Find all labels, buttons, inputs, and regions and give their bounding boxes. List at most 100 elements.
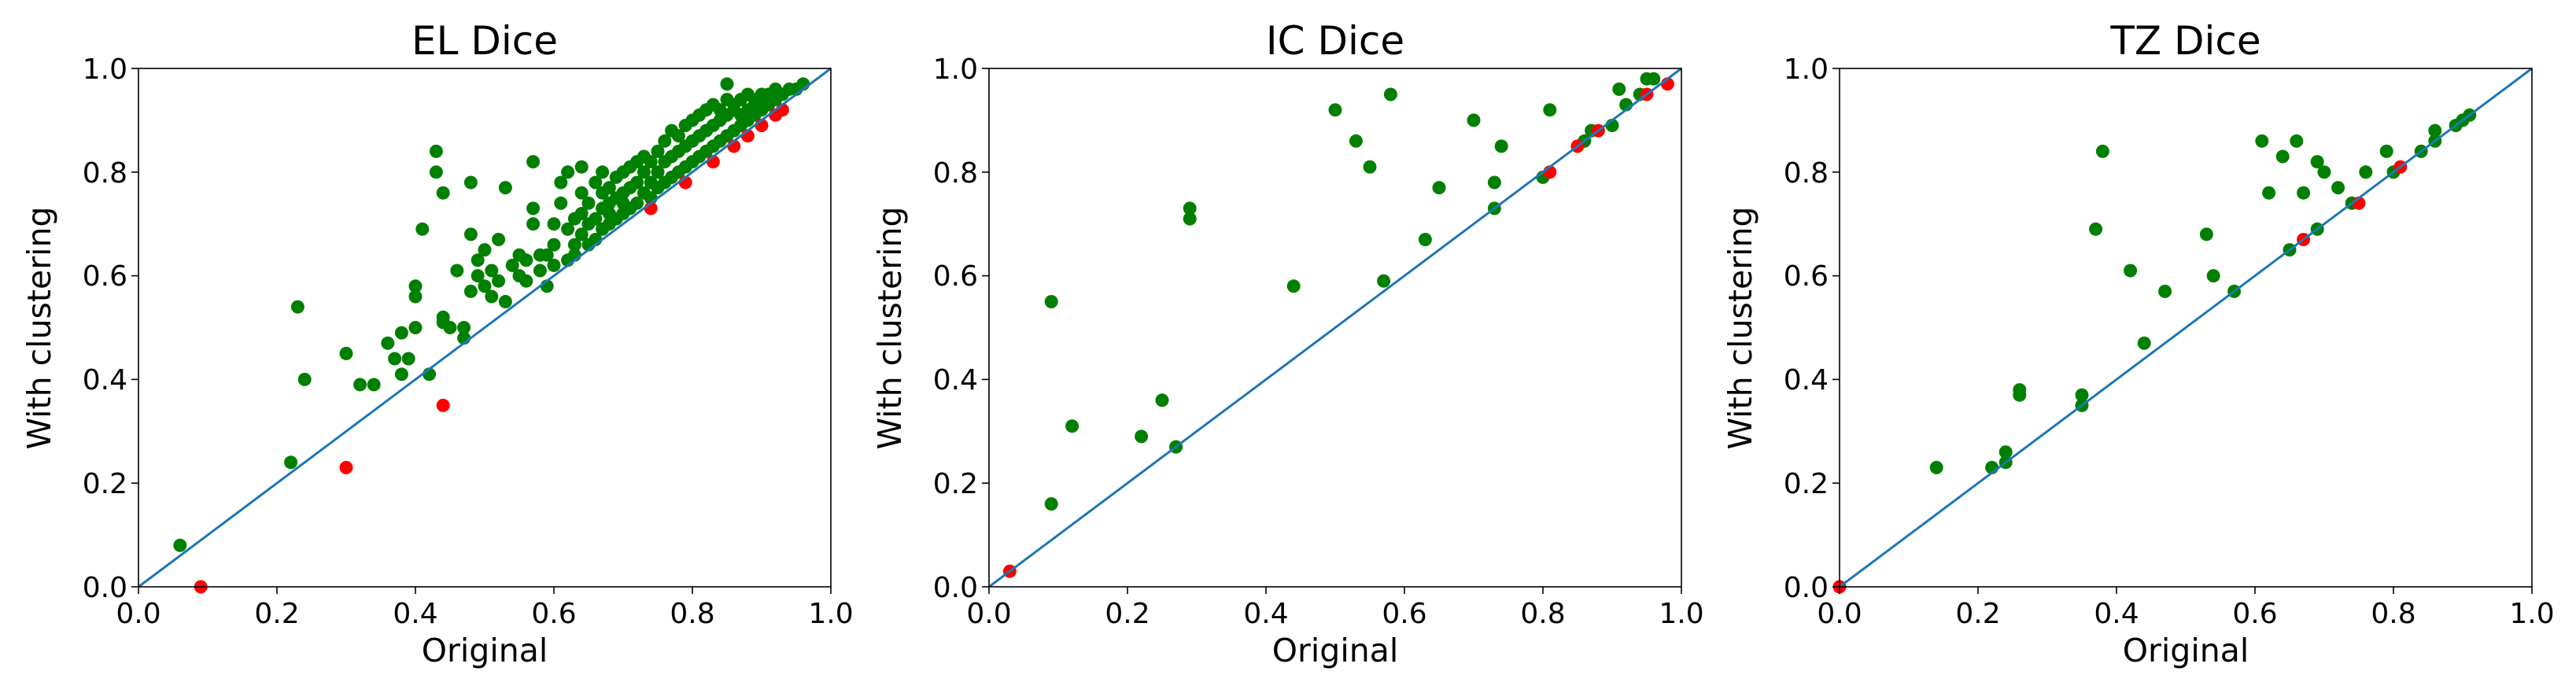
scatter-point bbox=[457, 321, 471, 334]
scatter-point bbox=[2075, 388, 2089, 402]
scatter-point bbox=[1543, 103, 1557, 117]
scatter-point bbox=[443, 321, 457, 334]
x-tick-label: 0.8 bbox=[1520, 598, 1565, 630]
x-axis: 0.0 0.2 0.4 0.6 0.8 1.0 Original bbox=[116, 587, 854, 669]
scatter-point bbox=[637, 165, 651, 179]
y-tick-label: 0.6 bbox=[933, 260, 978, 293]
scatter-point bbox=[2331, 181, 2345, 195]
scatter-point bbox=[671, 129, 685, 143]
scatter-point bbox=[1286, 279, 1301, 293]
y-tick-label: 0.0 bbox=[83, 572, 127, 604]
scatter-point bbox=[450, 264, 464, 278]
scatter-point bbox=[2158, 284, 2172, 298]
scatter-point bbox=[519, 274, 533, 288]
scatter-point bbox=[1929, 460, 1943, 474]
scatter-point bbox=[463, 175, 478, 190]
x-tick-label: 0.8 bbox=[2371, 598, 2415, 630]
scatter-point bbox=[540, 248, 554, 262]
y-tick-label: 0.8 bbox=[933, 157, 978, 190]
x-tick-label: 1.0 bbox=[1659, 598, 1703, 630]
subplot-ic-dice: IC Dice 0.0 0.2 0.4 0.6 0.8 1.0 Original… bbox=[871, 18, 1704, 669]
y-tick-label: 0.2 bbox=[933, 468, 978, 500]
y-tick-label: 0.2 bbox=[83, 468, 127, 500]
scatter-point bbox=[651, 144, 665, 158]
y-axis: 0.0 0.2 0.4 0.6 0.8 1.0 With clustering bbox=[20, 53, 138, 604]
scatter-point bbox=[596, 165, 610, 179]
scatter-point bbox=[2317, 165, 2331, 179]
scatter-point bbox=[401, 352, 415, 366]
y-axis-label: With clustering bbox=[20, 207, 58, 450]
scatter-point bbox=[2137, 336, 2151, 350]
scatter-point bbox=[2124, 264, 2138, 278]
plot-frame bbox=[1839, 68, 2533, 588]
x-tick-label: 0.4 bbox=[2094, 598, 2139, 630]
y-axis-label: With clustering bbox=[1722, 207, 1759, 450]
scatter-point bbox=[567, 238, 581, 252]
scatter-point bbox=[173, 538, 187, 552]
scatter-point bbox=[1183, 212, 1197, 226]
chart-title: TZ Dice bbox=[2109, 18, 2260, 64]
y-tick-label: 0.4 bbox=[1784, 364, 1829, 396]
scatter-point bbox=[415, 222, 430, 236]
subplot-el-dice: EL Dice 0.0 0.2 0.4 0.6 0.8 1.0 Original… bbox=[20, 18, 854, 669]
scatter-point bbox=[471, 253, 485, 267]
scatter-point bbox=[492, 233, 506, 246]
x-tick-label: 0.2 bbox=[1105, 598, 1150, 630]
scatter-point bbox=[408, 289, 423, 304]
scatter-point bbox=[547, 238, 561, 252]
scatter-point bbox=[429, 144, 443, 158]
scatter-point bbox=[644, 155, 658, 169]
scatter-point bbox=[2199, 227, 2213, 241]
y-axis: 0.0 0.2 0.4 0.6 0.8 1.0 With clustering bbox=[1722, 53, 1840, 604]
scatter-point bbox=[602, 181, 616, 195]
y-tick-label: 0.8 bbox=[1784, 157, 1829, 190]
scatter-point bbox=[485, 289, 499, 304]
scatter-point bbox=[471, 269, 485, 283]
y-axis: 0.0 0.2 0.4 0.6 0.8 1.0 With clustering bbox=[871, 53, 989, 604]
scatter-point bbox=[2379, 144, 2393, 158]
x-tick-label: 0.4 bbox=[1243, 598, 1288, 630]
x-axis: 0.0 0.2 0.4 0.6 0.8 1.0 Original bbox=[966, 587, 1704, 669]
scatter-point bbox=[339, 460, 353, 474]
scatter-point bbox=[2095, 144, 2109, 158]
scatter-point bbox=[574, 207, 589, 220]
scatter-point bbox=[2359, 165, 2373, 179]
scatter-point bbox=[381, 336, 395, 350]
plot-frame bbox=[138, 68, 832, 588]
scatter-point bbox=[547, 258, 561, 272]
x-tick-label: 0.6 bbox=[1382, 598, 1426, 630]
scatter-point bbox=[1383, 87, 1397, 101]
scatter-point bbox=[1349, 134, 1363, 148]
x-tick-label: 0.6 bbox=[531, 598, 576, 630]
marks-layer bbox=[1832, 67, 2533, 594]
scatter-point bbox=[1487, 175, 1501, 190]
y-tick-label: 0.4 bbox=[933, 364, 978, 396]
scatter-point bbox=[1418, 233, 1432, 246]
scatter-point bbox=[589, 175, 603, 190]
marks-layer bbox=[988, 67, 1682, 588]
x-axis-label: Original bbox=[422, 632, 548, 669]
scatter-point bbox=[498, 181, 512, 195]
y-tick-label: 0.4 bbox=[83, 364, 127, 396]
y-tick-label: 0.6 bbox=[1784, 260, 1829, 293]
scatter-point bbox=[1998, 445, 2013, 459]
scatter-point bbox=[1432, 181, 1446, 195]
scatter-point bbox=[547, 217, 561, 231]
x-tick-label: 0.0 bbox=[966, 598, 1011, 630]
x-tick-label: 0.2 bbox=[254, 598, 299, 630]
scatter-point bbox=[1328, 103, 1342, 117]
x-tick-label: 1.0 bbox=[2509, 598, 2554, 630]
scatter-point bbox=[1647, 72, 1661, 86]
scatter-point bbox=[436, 310, 450, 324]
scatter-point bbox=[561, 222, 575, 236]
scatter-point bbox=[1044, 295, 1058, 308]
scatter-point bbox=[339, 346, 353, 360]
scatter-point bbox=[526, 155, 541, 169]
scatter-point bbox=[394, 326, 408, 340]
scatter-point bbox=[1044, 497, 1058, 511]
y-axis-label: With clustering bbox=[871, 207, 909, 450]
scatter-point bbox=[505, 258, 519, 272]
subplot-tz-dice: TZ Dice 0.0 0.2 0.4 0.6 0.8 1.0 Original… bbox=[1722, 18, 2555, 669]
scatter-point bbox=[498, 295, 512, 308]
